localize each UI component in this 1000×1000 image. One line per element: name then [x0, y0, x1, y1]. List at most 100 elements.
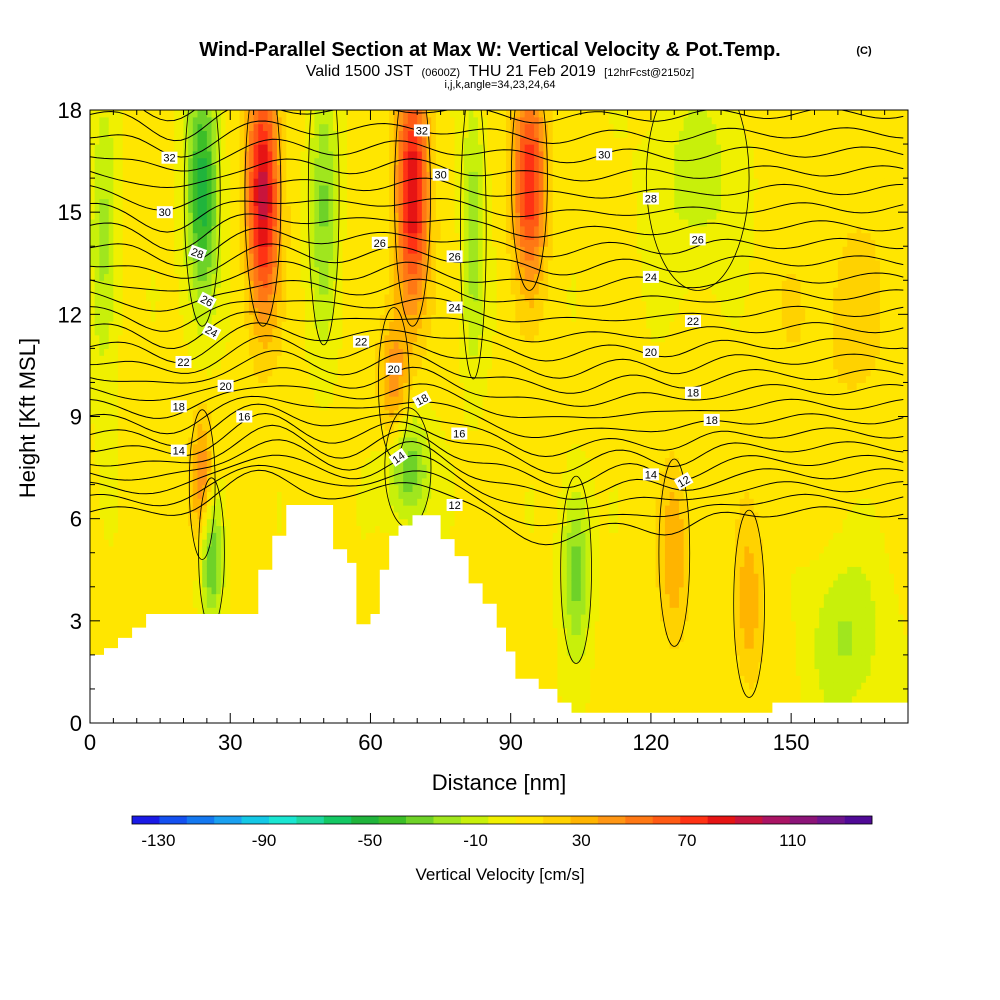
field-cell	[178, 266, 185, 275]
field-cell	[248, 334, 255, 343]
field-cell	[197, 341, 203, 349]
field-cell	[337, 368, 344, 377]
field-cell	[234, 293, 241, 302]
field-cell	[202, 157, 208, 166]
field-cell	[300, 218, 306, 227]
field-cell	[276, 157, 283, 166]
field-cell	[333, 409, 339, 418]
field-cell	[276, 191, 283, 200]
field-cell	[253, 184, 259, 193]
field-cell	[132, 545, 138, 554]
field-cell	[99, 157, 105, 166]
field-cell	[239, 505, 245, 513]
field-cell	[328, 402, 334, 411]
field-cell	[230, 498, 236, 506]
field-cell	[108, 150, 114, 159]
field-cell	[113, 212, 119, 220]
field-cell	[220, 212, 227, 220]
field-cell	[183, 457, 189, 465]
field-cell	[118, 239, 124, 247]
field-cell	[248, 382, 255, 390]
field-cell	[127, 259, 133, 268]
field-cell	[211, 232, 217, 241]
field-cell	[234, 266, 241, 275]
field-cell	[113, 627, 119, 636]
field-cell	[136, 484, 143, 493]
field-cell	[267, 116, 273, 125]
field-cell	[220, 191, 227, 200]
field-cell	[108, 573, 114, 581]
field-cell	[202, 579, 208, 588]
field-cell	[132, 314, 138, 322]
field-cell	[108, 205, 114, 213]
field-cell	[150, 484, 157, 493]
field-cell	[276, 436, 283, 445]
field-cell	[127, 137, 133, 145]
field-cell	[90, 375, 96, 384]
field-cell	[333, 362, 339, 370]
field-cell	[290, 205, 297, 213]
field-cell	[174, 218, 180, 227]
field-cell	[206, 164, 213, 172]
field-cell	[295, 327, 301, 336]
field-cell	[118, 205, 124, 213]
field-cell	[202, 498, 208, 506]
field-cell	[183, 171, 189, 179]
field-cell	[319, 484, 325, 493]
field-cell	[113, 246, 119, 254]
field-cell	[211, 348, 217, 356]
field-cell	[150, 532, 157, 540]
field-cell	[286, 130, 292, 138]
field-cell	[183, 293, 189, 302]
field-cell	[118, 375, 124, 384]
field-cell	[230, 164, 236, 172]
field-cell	[206, 539, 213, 547]
field-cell	[239, 566, 245, 574]
field-cell	[211, 579, 217, 588]
field-cell	[127, 593, 133, 601]
field-cell	[253, 491, 259, 499]
field-cell	[136, 266, 143, 275]
field-cell	[136, 205, 143, 213]
field-cell	[174, 389, 180, 397]
field-cell	[211, 532, 217, 540]
field-cell	[155, 300, 161, 309]
field-cell	[272, 300, 278, 309]
field-cell	[244, 293, 250, 302]
field-cell	[258, 518, 264, 527]
field-cell	[94, 450, 100, 458]
field-cell	[99, 232, 105, 241]
field-cell	[160, 402, 166, 411]
field-cell	[94, 110, 100, 118]
field-cell	[122, 436, 128, 445]
field-cell	[113, 430, 119, 438]
field-cell	[94, 511, 100, 520]
field-cell	[164, 607, 171, 615]
field-cell	[192, 498, 199, 506]
field-cell	[267, 218, 273, 227]
field-cell	[328, 321, 334, 329]
field-cell	[276, 123, 283, 132]
field-cell	[267, 477, 273, 486]
field-cell	[342, 327, 348, 336]
field-cell	[132, 477, 138, 486]
field-cell	[225, 593, 231, 601]
field-cell	[211, 416, 217, 424]
field-cell	[122, 579, 128, 588]
field-cell	[150, 566, 157, 574]
field-cell	[216, 184, 222, 193]
field-cell	[281, 525, 287, 533]
field-cell	[234, 164, 241, 172]
field-cell	[113, 579, 119, 588]
field-cell	[328, 205, 334, 213]
field-cell	[323, 212, 329, 220]
field-cell	[300, 402, 306, 411]
field-cell	[104, 450, 110, 458]
field-cell	[206, 178, 213, 186]
field-cell	[314, 212, 320, 220]
field-cell	[132, 253, 138, 261]
field-cell	[169, 321, 175, 329]
field-cell	[183, 579, 189, 588]
field-cell	[239, 266, 245, 275]
field-cell	[328, 450, 334, 458]
